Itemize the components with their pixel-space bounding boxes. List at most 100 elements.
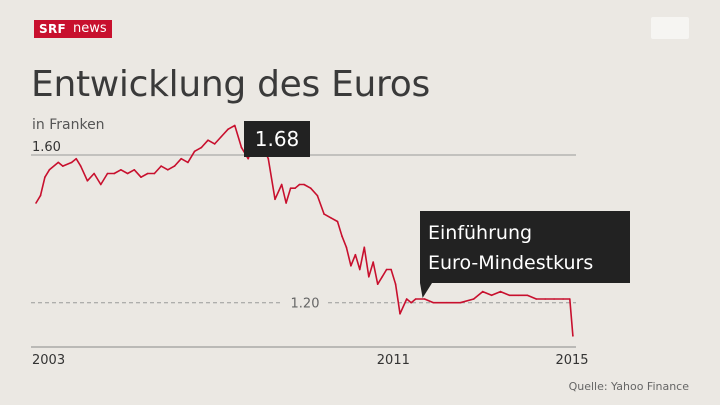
data-point [57, 161, 60, 164]
data-point [381, 276, 384, 278]
data-point [294, 187, 296, 189]
data-point [526, 294, 529, 297]
data-point [372, 261, 375, 263]
data-point [394, 283, 397, 286]
data-point [234, 124, 236, 127]
data-point [173, 165, 176, 167]
data-point [93, 172, 95, 175]
x-tick-2003: 2003 [32, 353, 65, 368]
data-point [126, 172, 129, 175]
data-point [133, 169, 136, 171]
data-point [298, 183, 301, 186]
annotation-text-peak: 1.68 [255, 127, 300, 151]
data-point [341, 235, 343, 237]
data-point [289, 187, 292, 189]
data-point [140, 176, 142, 178]
data-point [274, 198, 276, 201]
data-point [316, 194, 319, 197]
data-point [207, 139, 209, 141]
reference-label-1.20: 1.20 [291, 297, 320, 312]
data-point [508, 294, 511, 297]
data-point [187, 161, 189, 164]
data-point [410, 301, 413, 304]
annotation-pointer-peak [244, 123, 254, 157]
data-point [432, 301, 435, 304]
corner-mark-icon [651, 17, 689, 39]
data-point [86, 180, 89, 182]
data-point [345, 246, 348, 249]
data-point [399, 313, 401, 315]
data-point [359, 268, 361, 271]
data-point [330, 217, 332, 219]
data-point [414, 298, 417, 300]
data-point [267, 157, 270, 160]
data-point [70, 161, 73, 164]
data-point [220, 135, 223, 138]
logo-news: news [70, 20, 112, 38]
logo-srf: SRF [34, 20, 71, 38]
data-point [247, 157, 249, 160]
data-point [472, 298, 475, 300]
data-point [35, 202, 37, 204]
annotation-box-mindestkurs [420, 211, 630, 283]
data-point [562, 298, 564, 300]
x-tick-2011: 2011 [377, 353, 410, 368]
data-point [62, 165, 64, 167]
data-point [569, 298, 571, 300]
data-point [153, 172, 156, 175]
data-point [75, 157, 77, 160]
data-point [385, 268, 388, 271]
data-point [572, 335, 574, 337]
data-point [368, 276, 370, 278]
data-point [227, 128, 229, 130]
data-point [180, 157, 182, 160]
data-point [336, 220, 339, 223]
annotation-box-peak [244, 121, 310, 157]
source-note: Quelle: Yahoo Finance [568, 380, 689, 393]
data-point [240, 146, 243, 149]
data-point [113, 172, 115, 175]
data-point [79, 165, 82, 167]
data-point [354, 253, 357, 256]
data-point [193, 150, 196, 153]
data-point [120, 169, 122, 171]
srf-news-logo: SRF news [34, 20, 112, 38]
data-point [544, 298, 546, 300]
annotation-text-line-2: Euro-Mindestkurs [428, 252, 593, 274]
series-line [35, 124, 574, 336]
data-point [481, 290, 484, 293]
data-point [280, 183, 283, 186]
annotation-pointer-mindestkurs [420, 283, 432, 298]
data-point [423, 298, 426, 300]
data-point [146, 172, 149, 175]
data-point [309, 187, 312, 189]
data-point [44, 176, 46, 178]
chart-title: Entwicklung des Euros [31, 64, 430, 105]
data-point [160, 165, 162, 167]
data-point [106, 172, 109, 175]
data-point [48, 169, 51, 171]
data-point [285, 202, 287, 204]
data-point [100, 183, 102, 186]
data-point [390, 268, 392, 271]
data-point [490, 294, 493, 297]
reference-label-1.60: 1.60 [32, 140, 61, 155]
data-point [323, 213, 325, 215]
annotation-text-line-1: Einführung [428, 222, 532, 244]
data-point [553, 298, 555, 300]
data-point [200, 146, 203, 149]
data-point [459, 301, 462, 304]
data-point [517, 294, 520, 297]
data-point [535, 298, 538, 300]
data-point [303, 183, 305, 186]
x-tick-2015: 2015 [555, 353, 588, 368]
data-point [167, 169, 169, 171]
data-point [499, 290, 502, 293]
data-point [213, 143, 216, 145]
data-point [446, 301, 448, 304]
data-point [405, 298, 408, 300]
data-point [376, 283, 379, 286]
data-point [350, 265, 352, 267]
data-point [363, 246, 366, 249]
